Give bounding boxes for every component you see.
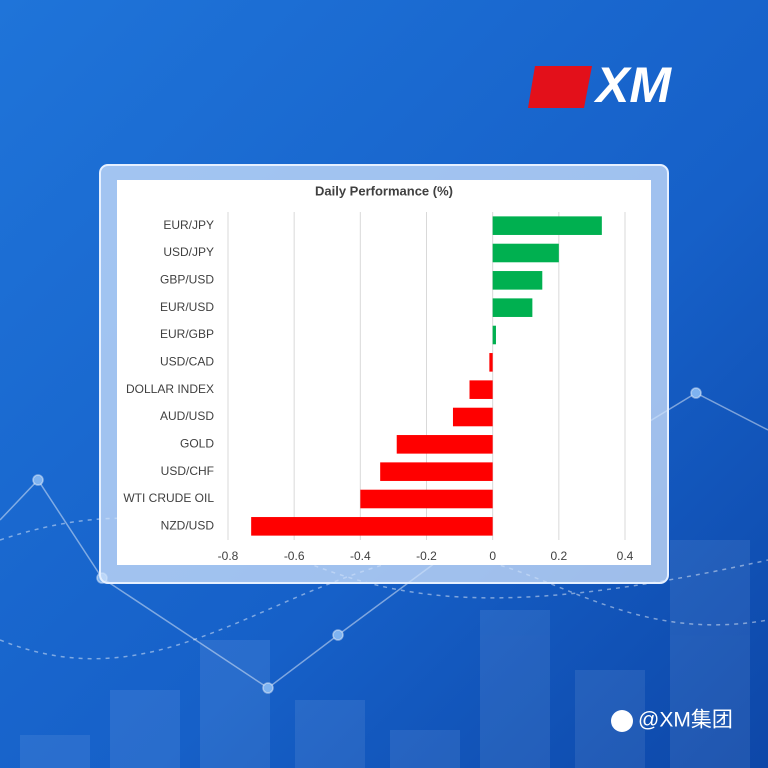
bar [492,325,496,345]
logo: XM [528,57,672,113]
bar [452,407,493,427]
bar [492,243,559,263]
y-tick-label: USD/JPY [163,245,214,259]
y-tick-label: USD/CAD [160,355,214,369]
bar [492,271,543,290]
y-tick-label: DOLLAR INDEX [126,382,214,396]
brand: XM [593,57,672,113]
x-tick-label: -0.4 [350,549,371,563]
chart-title: Daily Performance (%) [315,183,453,198]
bar [492,216,602,235]
x-tick-label: 0 [489,549,496,563]
y-tick-label: EUR/USD [160,300,214,314]
x-tick-label: 0.4 [617,549,634,563]
x-tick-label: -0.8 [218,549,239,563]
bar [469,380,493,399]
y-tick-label: WTI CRUDE OIL [123,491,214,505]
watermark: @XM集团 [611,709,733,732]
bar [360,489,493,509]
bar [396,435,493,454]
bar [492,298,533,317]
bar [251,517,493,536]
x-tick-label: 0.2 [550,549,567,563]
watermark-icon [611,710,633,732]
x-tick-label: -0.6 [284,549,305,563]
x-tick-label: -0.2 [416,549,437,563]
watermark-text: @XM集团 [638,709,733,732]
plot: -0.8 -0.6 -0.4 -0.2 0 0.2 0.4 EUR/JPY USD/JPY GBP… [123,212,634,563]
y-tick-label: EUR/JPY [163,218,214,232]
y-tick-label: GOLD [180,437,214,451]
y-tick-label: EUR/GBP [160,327,214,341]
y-tick-label: NZD/USD [161,519,215,533]
y-tick-label: GBP/USD [160,273,214,287]
y-tick-label: USD/CHF [161,464,214,478]
y-tick-label: AUD/USD [160,409,214,423]
decor-bars [20,540,750,768]
bar [380,462,493,481]
bar [489,353,493,372]
